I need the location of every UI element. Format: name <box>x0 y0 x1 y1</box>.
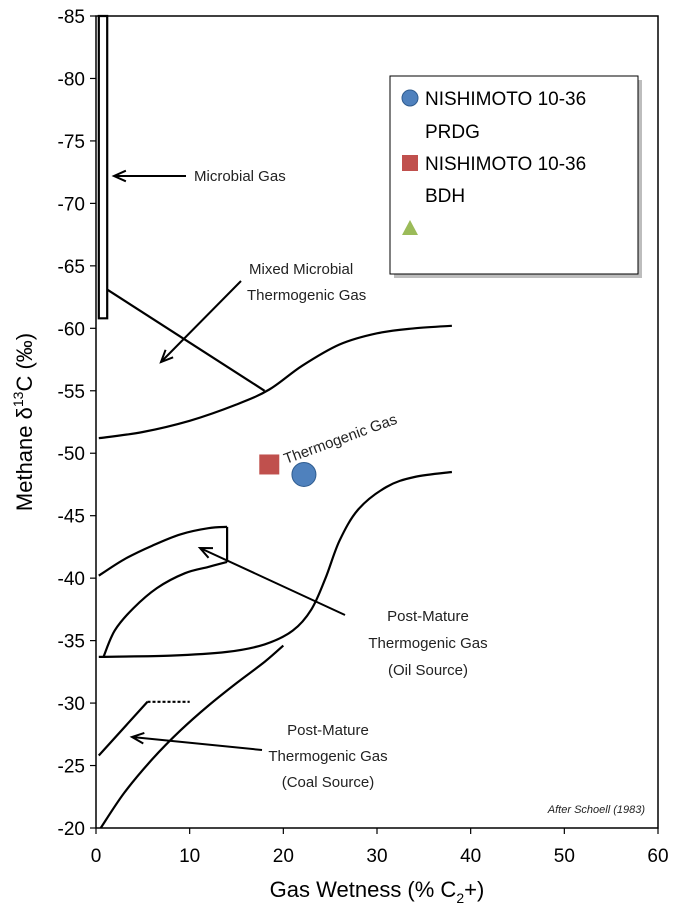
legend-marker-triangle <box>402 220 418 235</box>
microbial-field-boundary <box>97 14 109 320</box>
coal-source-lower-boundary <box>99 644 285 829</box>
coal-source-arrow-shaft <box>131 736 263 751</box>
annotation-oil-line2: Thermogenic Gas <box>368 635 487 652</box>
y-axis-title: Methane δ13C (‰) <box>10 333 37 511</box>
legend: NISHIMOTO 10-36 PRDG NISHIMOTO 10-36 BDH <box>389 75 642 278</box>
data-point-series-0 <box>291 461 317 487</box>
oil-source-upper-boundary <box>98 525 228 577</box>
y-tick-label: -35 <box>58 632 85 653</box>
y-tick-label: -20 <box>58 819 85 840</box>
y-tick-label: -65 <box>58 257 85 278</box>
coal-source-arrow-head <box>129 731 145 745</box>
y-tick-label: -80 <box>58 69 85 90</box>
y-tick-label: -60 <box>58 319 85 340</box>
annotation-coal-line2: Thermogenic Gas <box>268 748 387 765</box>
microbial-arrow-head <box>111 169 127 183</box>
y-tick-label: -30 <box>58 694 85 715</box>
x-tick-label: 20 <box>273 846 294 867</box>
mixed-arrow-head <box>159 349 174 364</box>
annotation-mixed-line1: Mixed Microbial <box>249 261 353 278</box>
oil-source-arrow-shaft <box>199 547 346 616</box>
annotation-oil-line3: (Oil Source) <box>388 662 468 679</box>
coal-source-upper-boundary <box>97 701 149 757</box>
x-tick-label: 50 <box>554 846 575 867</box>
y-tick-label: -85 <box>58 7 85 28</box>
legend-label-bdh-line1: NISHIMOTO 10-36 <box>425 154 586 175</box>
oil-source-arrow-head <box>197 546 214 559</box>
annotation-microbial-gas: Microbial Gas <box>194 168 286 185</box>
legend-label-prdg-line1: NISHIMOTO 10-36 <box>425 89 586 110</box>
legend-label-prdg-line2: PRDG <box>425 122 480 143</box>
oil-source-lower-boundary <box>102 560 228 658</box>
data-points <box>259 454 317 487</box>
x-tick-label: 40 <box>460 846 481 867</box>
field-boundaries <box>97 14 453 829</box>
axis-ticks: -85 -80 -75 -70 -65 -60 -55 -50 -45 -40 -35 -30 -25 -… <box>58 7 669 867</box>
y-tick-label: -50 <box>58 444 85 465</box>
legend-box <box>389 75 639 275</box>
mixed-arrow-shaft <box>160 280 242 363</box>
x-tick-label: 30 <box>366 846 387 867</box>
annotation-coal-line1: Post-Mature <box>287 722 369 739</box>
source-credit: After Schoell (1983) <box>547 804 646 816</box>
y-tick-label: -55 <box>58 382 85 403</box>
legend-marker-bdh <box>402 155 418 171</box>
y-tick-label: -25 <box>58 757 85 778</box>
legend-marker-prdg <box>401 89 419 107</box>
annotation-arrows <box>111 169 346 751</box>
annotation-mixed-line2: Thermogenic Gas <box>247 287 366 304</box>
legend-label-bdh-line2: BDH <box>425 186 465 207</box>
data-point-series-1 <box>259 454 280 475</box>
x-axis-title: Gas Wetness (% C2+) <box>270 877 485 906</box>
thermogenic-upper-boundary <box>98 324 452 440</box>
y-tick-label: -75 <box>58 132 85 153</box>
annotation-oil-line1: Post-Mature <box>387 608 469 625</box>
thermogenic-lower-boundary <box>98 470 453 658</box>
y-tick-label: -45 <box>58 507 85 528</box>
x-tick-label: 60 <box>647 846 668 867</box>
annotation-coal-line3: (Coal Source) <box>282 774 375 791</box>
y-tick-label: -70 <box>58 194 85 215</box>
x-tick-label: 0 <box>91 846 102 867</box>
mixed-field-boundary <box>106 288 266 392</box>
x-tick-label: 10 <box>179 846 200 867</box>
annotation-thermogenic-gas: Thermogenic Gas <box>282 411 400 468</box>
y-tick-label: -40 <box>58 569 85 590</box>
